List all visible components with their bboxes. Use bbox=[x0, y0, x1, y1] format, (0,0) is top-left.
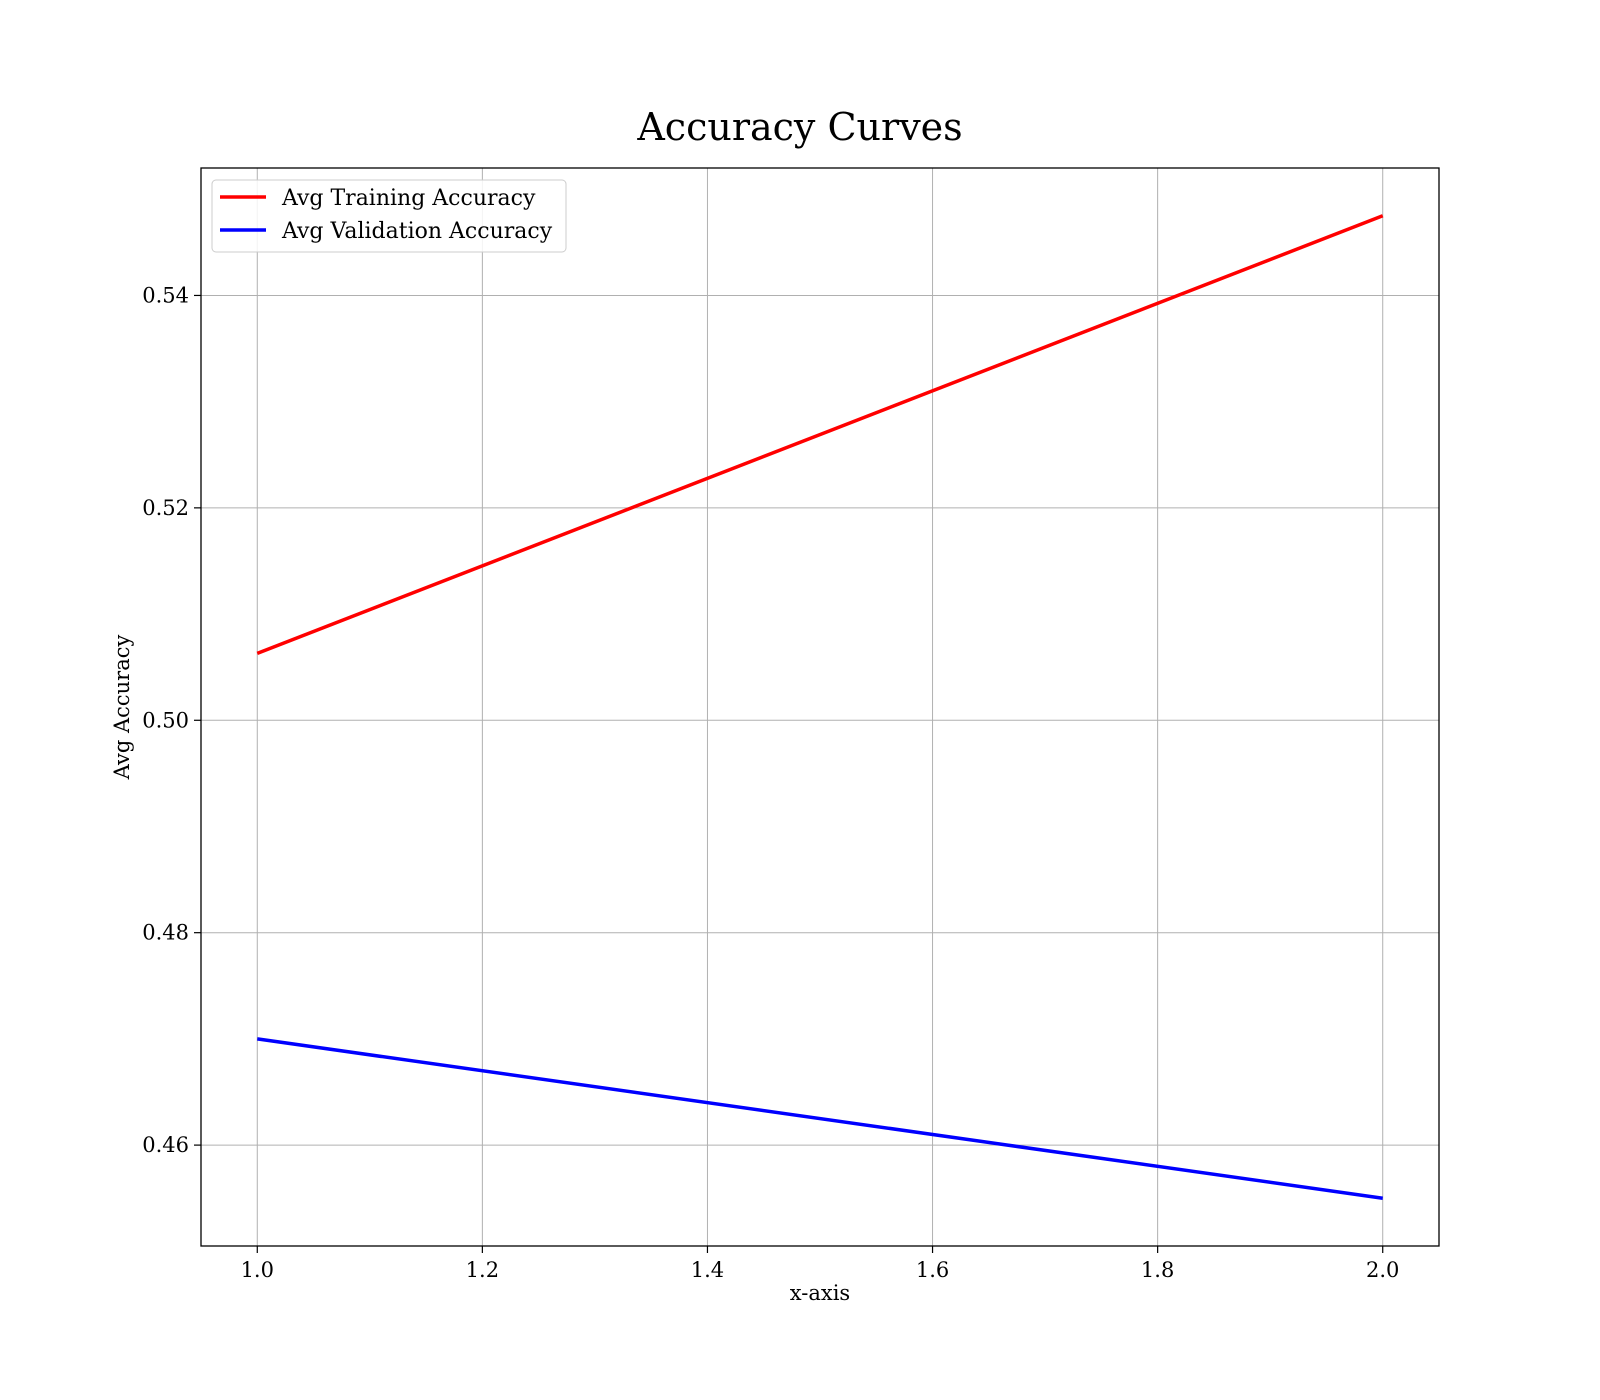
x-axis-label: x-axis bbox=[790, 1281, 850, 1305]
y-tick-label: 0.52 bbox=[142, 496, 189, 520]
legend: Avg Training Accuracy Avg Validation Acc… bbox=[212, 180, 566, 252]
legend-label-training: Avg Training Accuracy bbox=[281, 186, 536, 211]
y-tick-label: 0.50 bbox=[142, 708, 189, 732]
x-tick-label: 1.0 bbox=[241, 1258, 274, 1282]
x-tick-label: 1.2 bbox=[466, 1258, 499, 1282]
x-tick-label: 1.8 bbox=[1141, 1258, 1174, 1282]
y-axis-label: Avg Accuracy bbox=[110, 635, 134, 781]
y-tick-label: 0.48 bbox=[142, 921, 189, 945]
y-tick-label: 0.46 bbox=[142, 1133, 189, 1157]
y-tick-label: 0.54 bbox=[142, 283, 189, 307]
chart-title: Accuracy Curves bbox=[636, 105, 962, 149]
x-tick-label: 1.4 bbox=[691, 1258, 724, 1282]
legend-label-validation: Avg Validation Accuracy bbox=[281, 219, 553, 244]
x-tick-label: 1.6 bbox=[916, 1258, 949, 1282]
x-tick-label: 2.0 bbox=[1366, 1258, 1399, 1282]
